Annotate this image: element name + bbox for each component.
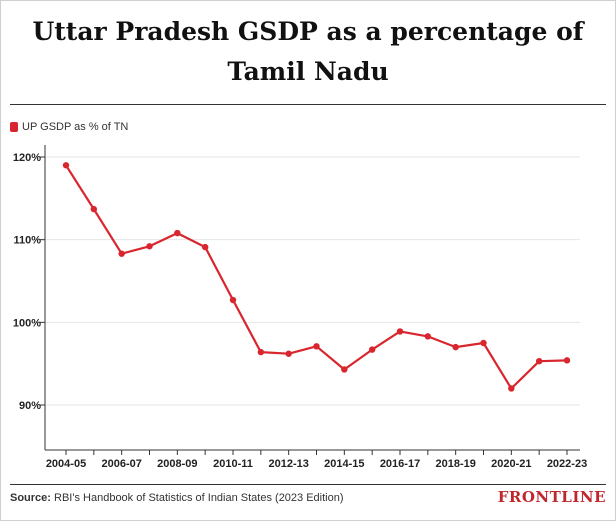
data-point	[285, 350, 292, 357]
series-line	[65, 164, 568, 390]
title-divider	[10, 104, 606, 105]
data-point	[146, 243, 153, 250]
y-tick-label: 110%	[13, 235, 41, 247]
y-tick-label: 90%	[19, 400, 41, 412]
legend-swatch	[10, 122, 18, 132]
x-tick-label: 2006-07	[101, 458, 141, 470]
data-point	[368, 346, 376, 353]
data-point	[396, 328, 404, 335]
y-tick-label: 120%	[13, 152, 41, 164]
source-note: Source: RBI's Handbook of Statistics of …	[10, 490, 344, 506]
data-point	[480, 339, 487, 347]
data-point	[118, 250, 125, 257]
x-tick-label: 2014-15	[324, 458, 364, 470]
data-point	[62, 162, 70, 169]
x-tick-label: 2018-19	[435, 458, 475, 470]
brand-logo: FRONTLINE	[497, 488, 606, 506]
chart-title: Uttar Pradesh GSDP as a percentage of Ta…	[32, 17, 584, 86]
data-point	[313, 343, 320, 350]
x-tick-label: 2008-09	[157, 458, 197, 470]
footer-divider	[10, 484, 606, 485]
data-point	[341, 366, 348, 373]
data-point	[174, 229, 181, 237]
x-tick-label: 2022-23	[547, 458, 587, 470]
data-point	[201, 243, 209, 251]
x-tick-label: 2010-11	[213, 458, 253, 470]
data-point	[229, 296, 237, 304]
legend-label: UP GSDP as % of TN	[22, 121, 129, 133]
source-prefix: Source:	[10, 492, 51, 504]
data-point	[257, 348, 265, 356]
data-point	[563, 357, 571, 364]
y-tick-label: 100%	[13, 317, 41, 329]
data-point	[424, 333, 432, 340]
legend: UP GSDP as % of TN	[10, 120, 128, 134]
x-tick-label: 2004-05	[46, 458, 86, 470]
data-point	[90, 205, 98, 213]
x-tick-label: 2012-13	[268, 458, 308, 470]
source-text: RBI's Handbook of Statistics of Indian S…	[54, 492, 344, 504]
x-tick-label: 2016-17	[380, 458, 420, 470]
data-point	[452, 343, 459, 351]
data-point	[508, 385, 515, 392]
data-point	[535, 357, 543, 365]
x-tick-label: 2020-21	[491, 458, 531, 470]
